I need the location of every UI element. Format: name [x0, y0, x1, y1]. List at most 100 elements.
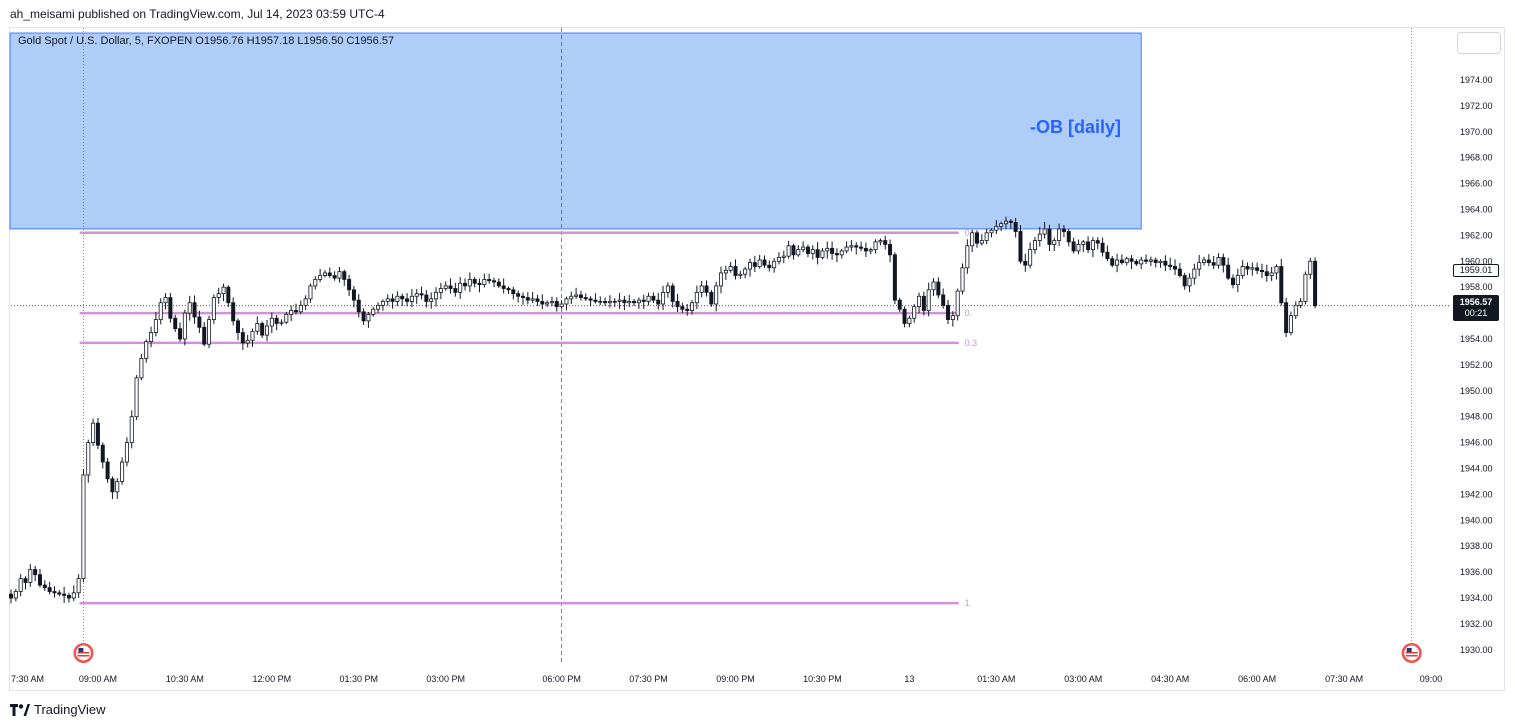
candle: [1235, 268, 1240, 293]
candle-body: [907, 317, 912, 324]
candle: [1023, 253, 1028, 272]
candle-body: [839, 250, 844, 256]
candle-body: [714, 285, 719, 305]
candle: [279, 319, 284, 326]
candle-body: [33, 569, 38, 576]
candle-body: [501, 285, 506, 289]
candle: [1177, 263, 1182, 278]
candle-body: [1216, 257, 1221, 266]
candle-body: [47, 587, 52, 592]
candle-body: [743, 268, 748, 275]
candle-body: [656, 299, 661, 305]
candle-body: [52, 591, 57, 594]
y-tick-label: 1930.00: [1460, 645, 1493, 655]
candle: [1061, 224, 1066, 238]
candle: [907, 315, 912, 328]
candle-body: [120, 461, 125, 482]
candle-body: [661, 291, 666, 305]
candle: [28, 564, 33, 587]
candle-body: [168, 297, 173, 319]
candle-body: [632, 301, 637, 304]
candle: [293, 303, 298, 315]
chart-settings-box[interactable]: [1457, 32, 1501, 54]
candle-body: [197, 316, 202, 328]
candle: [303, 295, 308, 311]
candle-body: [458, 282, 463, 293]
candle: [661, 285, 666, 311]
candle-body: [1245, 266, 1250, 270]
candle: [946, 299, 951, 325]
candle: [622, 295, 627, 311]
candle-body: [516, 293, 521, 297]
candle-body: [419, 293, 424, 296]
candle-body: [1047, 228, 1052, 245]
candle-body: [989, 229, 994, 234]
candle-body: [66, 595, 71, 599]
candle-body: [1298, 301, 1303, 306]
candle: [71, 585, 76, 602]
candle-body: [134, 377, 139, 418]
candle: [1066, 229, 1071, 247]
candle-body: [1177, 268, 1182, 276]
candle-body: [675, 301, 680, 308]
candle: [984, 228, 989, 245]
candle: [719, 266, 724, 294]
bar-countdown: 00:21: [1464, 308, 1488, 318]
candle: [168, 292, 173, 323]
candle-body: [772, 260, 777, 269]
footer-brand[interactable]: TradingView: [10, 702, 106, 717]
candle: [743, 266, 748, 279]
candle-body: [76, 578, 81, 594]
candle: [559, 300, 564, 309]
candle-body: [863, 247, 868, 252]
candle: [1100, 237, 1105, 257]
candle: [173, 314, 178, 332]
candle: [844, 241, 849, 254]
candle-body: [236, 320, 241, 333]
candle-body: [1187, 277, 1192, 287]
candle: [975, 230, 980, 248]
candle: [979, 234, 984, 246]
candle-body: [491, 280, 496, 283]
candle-body: [1032, 240, 1037, 251]
candle: [496, 278, 501, 288]
candle-body: [892, 254, 897, 301]
symbol-ohlc-legend[interactable]: Gold Spot / U.S. Dollar, 5, FXOPEN O1956…: [18, 35, 395, 47]
candle-body: [434, 291, 439, 300]
candle-body: [994, 225, 999, 231]
candle-body: [269, 317, 274, 327]
candle: [767, 260, 772, 272]
candle: [47, 581, 52, 595]
candle-body: [960, 267, 965, 292]
candle-body: [559, 303, 564, 308]
candle-body: [221, 286, 226, 295]
candle: [491, 277, 496, 288]
candle-body: [453, 288, 458, 293]
candle-body: [1144, 259, 1149, 262]
candle: [999, 221, 1004, 232]
candle: [376, 302, 381, 313]
candle: [1047, 224, 1052, 252]
candle-body: [757, 259, 762, 267]
candle: [839, 248, 844, 259]
candle: [690, 300, 695, 315]
candle-body: [289, 310, 294, 315]
candle-body: [728, 266, 733, 271]
chart-frame[interactable]: [9, 27, 1505, 691]
x-tick-label: 01:30 AM: [977, 674, 1015, 684]
candle: [405, 293, 410, 307]
candle-body: [482, 279, 487, 286]
candle: [733, 259, 738, 280]
candle: [665, 282, 670, 298]
candle: [33, 565, 38, 582]
candle: [1163, 255, 1168, 272]
candle: [936, 277, 941, 299]
candle-body: [264, 325, 269, 336]
candle: [1052, 237, 1057, 252]
candle: [511, 286, 516, 300]
y-tick-label: 1940.00: [1460, 515, 1493, 525]
candle: [1197, 255, 1202, 277]
candle-body: [917, 295, 922, 308]
candle-body: [733, 266, 738, 276]
